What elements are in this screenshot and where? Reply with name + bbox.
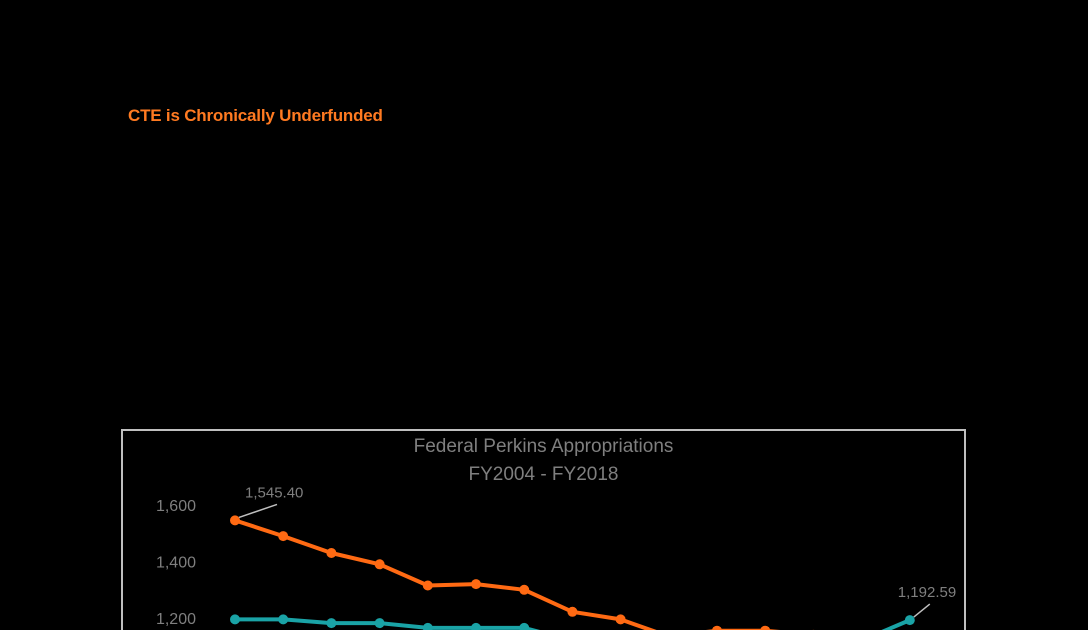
chart-title: Federal Perkins Appropriations	[413, 436, 674, 457]
data-point	[471, 579, 481, 590]
data-point	[230, 515, 240, 526]
data-point	[567, 606, 578, 617]
data-point	[615, 614, 626, 625]
data-point	[374, 618, 385, 629]
data-point	[326, 548, 337, 558]
data-point	[760, 625, 771, 630]
data-point	[326, 618, 337, 629]
data-point	[471, 622, 481, 630]
chart-frame: Federal Perkins Appropriations FY2004 - …	[121, 429, 966, 630]
data-point	[519, 622, 530, 630]
series-line-1	[235, 617, 911, 630]
data-point	[519, 584, 530, 595]
y-tick-label: 1,200	[156, 611, 196, 628]
data-point	[422, 622, 433, 630]
annotation-leader-line	[238, 503, 278, 519]
data-label: 1,545.40	[245, 484, 303, 501]
data-point	[422, 580, 433, 591]
line-chart: 1,200 1,400 1,600 1,545.40 1,192.59	[156, 484, 956, 630]
data-point	[278, 531, 289, 542]
page-heading: CTE is Chronically Underfunded	[128, 106, 383, 125]
annotation-leader-line	[913, 603, 931, 618]
data-point	[904, 615, 915, 626]
data-label: 1,192.59	[898, 584, 956, 601]
data-point	[374, 559, 385, 570]
chart-subtitle: FY2004 - FY2018	[468, 464, 619, 485]
data-point	[278, 614, 289, 625]
y-tick-label: 1,600	[156, 498, 196, 515]
data-point	[712, 625, 722, 630]
y-tick-label: 1,400	[156, 555, 196, 572]
data-point	[230, 614, 240, 625]
